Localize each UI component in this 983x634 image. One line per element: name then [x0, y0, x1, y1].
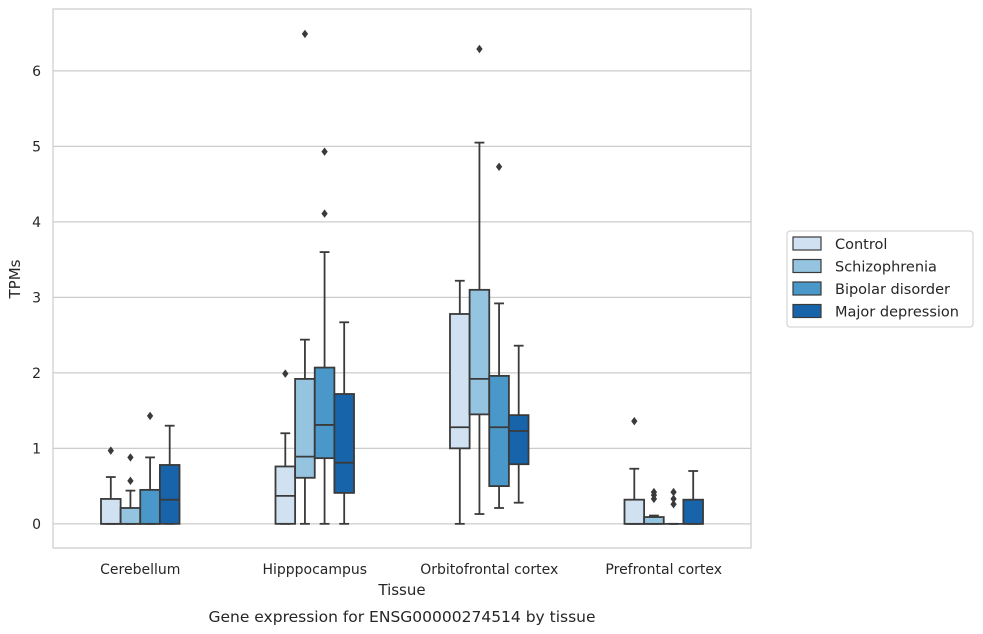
box	[682, 470, 704, 525]
outlier-point	[301, 29, 309, 39]
box	[294, 29, 316, 525]
y-tick-label: 3	[32, 290, 41, 306]
legend-label: Schizophrenia	[835, 260, 937, 276]
box-body	[158, 464, 181, 525]
series-schizophrenia	[119, 29, 665, 525]
box	[663, 487, 684, 525]
y-tick-label: 4	[32, 215, 41, 231]
outlier-point	[321, 147, 328, 156]
grid-lines	[53, 70, 751, 525]
outlier-point	[670, 494, 677, 504]
outlier-point	[127, 476, 134, 486]
legend: Control Schizophrenia Bipolar disorder Majo…	[786, 230, 974, 328]
legend-swatch	[792, 258, 822, 274]
outlier-point	[631, 416, 638, 426]
legend-frame	[786, 230, 974, 328]
box-body	[468, 288, 491, 416]
box	[468, 44, 491, 515]
legend-swatch	[792, 281, 822, 296]
series-control	[100, 279, 646, 525]
box	[313, 147, 336, 525]
box	[449, 279, 471, 525]
box	[623, 416, 646, 525]
series-bipolar-disorder	[139, 147, 684, 525]
box	[507, 344, 530, 504]
box	[158, 424, 181, 525]
y-tick-label: 5	[32, 139, 41, 155]
outlier-point	[670, 487, 677, 497]
x-tick-label: Prefrontal cortex	[605, 562, 722, 578]
y-tick-label: 6	[32, 64, 41, 80]
box-body	[119, 507, 142, 525]
x-axis-ticks: Cerebellum Hipppocampus Orbitofrontal cort…	[100, 562, 722, 578]
outlier-point	[495, 162, 503, 171]
box-body	[139, 488, 161, 525]
box-body	[507, 414, 530, 466]
outlier-point	[650, 487, 658, 497]
box	[139, 411, 161, 525]
box	[100, 446, 122, 525]
box	[488, 162, 510, 509]
y-axis-ticks: 0 1 2 3 4 5 6	[32, 64, 41, 533]
outlier-point	[321, 209, 328, 218]
x-tick-label: Orbitofrontal cortex	[420, 562, 558, 578]
outlier-point	[476, 44, 483, 54]
box-body	[313, 366, 336, 460]
y-tick-label: 0	[32, 517, 41, 533]
box	[643, 487, 665, 525]
box-body	[643, 516, 665, 525]
box-body	[294, 378, 316, 479]
x-axis-label: Tissue	[377, 581, 425, 599]
outlier-point	[127, 453, 134, 462]
box	[333, 321, 355, 525]
legend-swatch	[792, 236, 822, 251]
legend-label: Major depression	[835, 305, 959, 321]
legend-swatch	[792, 303, 822, 319]
x-tick-label: Hipppocampus	[262, 562, 367, 578]
y-tick-label: 1	[32, 441, 41, 457]
box-series	[100, 29, 704, 525]
box-body	[682, 498, 704, 525]
outlier-point	[670, 500, 677, 509]
box-body	[100, 498, 122, 525]
box	[274, 369, 297, 525]
box-body	[488, 374, 510, 487]
box-body	[623, 498, 646, 525]
y-axis-label: TPMs	[6, 259, 24, 299]
legend-label: Bipolar disorder	[835, 282, 950, 298]
box-body	[449, 313, 471, 450]
x-tick-label: Cerebellum	[100, 562, 180, 578]
y-tick-label: 2	[32, 366, 41, 382]
figure-caption: Gene expression for ENSG00000274514 by t…	[208, 608, 595, 626]
outlier-point	[146, 411, 154, 421]
outlier-point	[282, 369, 289, 378]
plot-frame	[52, 8, 752, 549]
outlier-point	[107, 446, 114, 455]
box	[119, 453, 142, 525]
legend-label: Control	[835, 237, 887, 253]
box-body	[333, 393, 355, 494]
series-major-depression	[158, 321, 704, 525]
